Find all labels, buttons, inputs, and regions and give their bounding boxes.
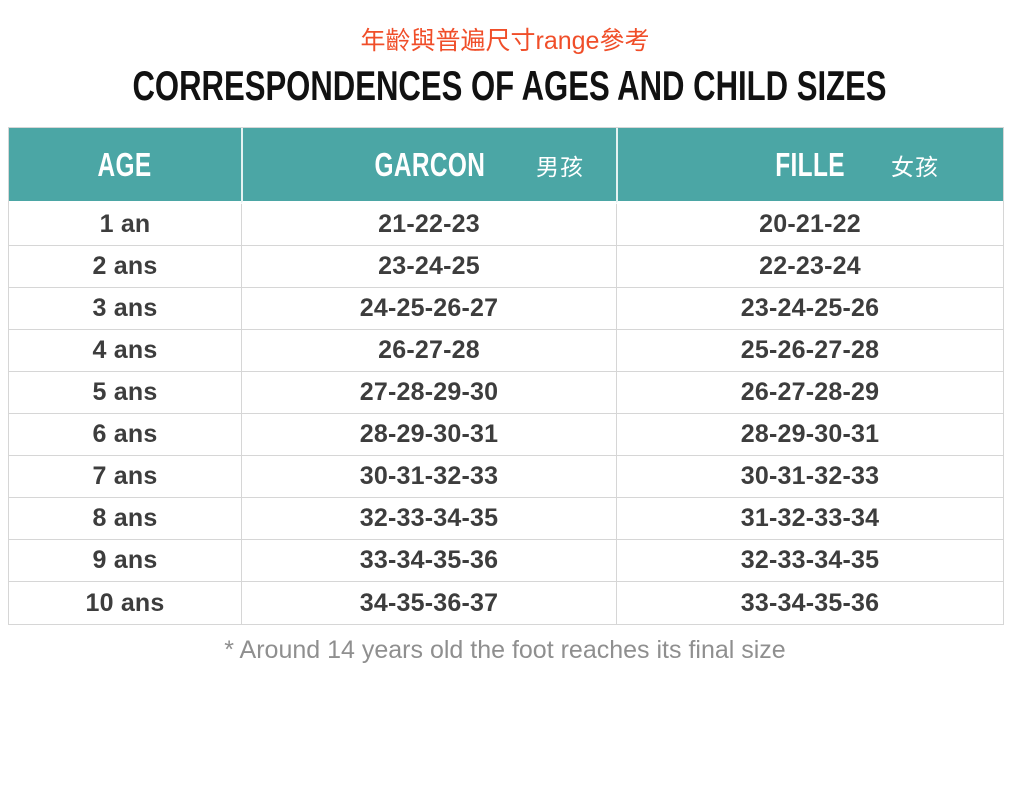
garcon-sizes-cell: 33-34-35-36: [241, 540, 616, 582]
size-guide-page: 年齡與普遍尺寸range參考 CORRESPONDENCES OF AGES A…: [0, 27, 1010, 664]
age-cell: 3 ans: [9, 288, 241, 330]
garcon-sizes-cell: 24-25-26-27: [241, 288, 616, 330]
age-cell: 6 ans: [9, 414, 241, 456]
table-header-row: AGE GARCON 男孩 FILLE 女孩: [9, 128, 1003, 204]
garcon-sizes-cell: 21-22-23: [241, 204, 616, 246]
age-cell: 10 ans: [85, 588, 165, 617]
garcon-sizes-cell: 34-35-36-37: [241, 582, 616, 624]
garcon-sizes-cell: 27-28-29-30: [241, 372, 616, 414]
garcon-sizes-cell: 23-24-25: [241, 246, 616, 288]
fille-sizes-cell: 26-27-28-29: [616, 372, 1003, 414]
table-row: 9 ans 33-34-35-36 32-33-34-35: [9, 540, 1003, 582]
age-cell: 5 ans: [9, 372, 241, 414]
column-header-garcon: GARCON 男孩: [241, 128, 616, 204]
table-row: 5 ans 27-28-29-30 26-27-28-29: [9, 372, 1003, 414]
footnote: * Around 14 years old the foot reaches i…: [224, 636, 786, 664]
page-title-text: CORRESPONDENCES OF AGES AND CHILD SIZES: [132, 62, 887, 109]
fille-sizes-cell: 20-21-22: [616, 204, 1003, 246]
column-header-garcon-label: GARCON: [374, 145, 485, 183]
garcon-sizes-cell: 30-31-32-33: [241, 456, 616, 498]
garcon-sizes-cell: 26-27-28: [241, 330, 616, 372]
table-row: 7 ans 30-31-32-33 30-31-32-33: [9, 456, 1003, 498]
column-header-garcon-cjk-label: 男孩: [536, 153, 584, 180]
fille-sizes-cell: 32-33-34-35: [616, 540, 1003, 582]
table-row: 6 ans 28-29-30-31 28-29-30-31: [9, 414, 1003, 456]
table-row: 8 ans 32-33-34-35 31-32-33-34: [9, 498, 1003, 540]
age-cell: 7 ans: [9, 456, 241, 498]
column-header-fille-cjk-label: 女孩: [891, 153, 939, 180]
fille-sizes-cell: 33-34-35-36: [616, 582, 1003, 624]
fille-sizes-cell: 23-24-25-26: [616, 288, 1003, 330]
fille-sizes-cell: 28-29-30-31: [616, 414, 1003, 456]
fille-sizes-cell: 22-23-24: [616, 246, 1003, 288]
fille-sizes-cell: 31-32-33-34: [616, 498, 1003, 540]
column-header-fille: FILLE 女孩: [616, 128, 1003, 204]
garcon-sizes-cell: 32-33-34-35: [241, 498, 616, 540]
column-header-age-label: AGE: [97, 145, 153, 183]
table-row: 10 ans 34-35-36-37 33-34-35-36: [9, 582, 1003, 624]
table-row: 2 ans 23-24-25 22-23-24: [9, 246, 1003, 288]
column-header-fille-label: FILLE: [775, 145, 846, 183]
page-subtitle-cjk: 年齡與普遍尺寸range參考: [360, 27, 650, 55]
fille-sizes-cell: 25-26-27-28: [616, 330, 1003, 372]
table-row: 1 an 21-22-23 20-21-22: [9, 204, 1003, 246]
age-cell: 1 an: [9, 204, 241, 246]
age-cell: 2 ans: [9, 246, 241, 288]
column-header-age: AGE: [9, 128, 241, 204]
age-cell: 8 ans: [9, 498, 241, 540]
table-row: 4 ans 26-27-28 25-26-27-28: [9, 330, 1003, 372]
age-cell: 9 ans: [9, 540, 241, 582]
table-row: 3 ans 24-25-26-27 23-24-25-26: [9, 288, 1003, 330]
size-chart-table: AGE GARCON 男孩 FILLE 女孩 1 an 21-22-23 20-…: [8, 127, 1004, 625]
page-title: CORRESPONDENCES OF AGES AND CHILD SIZES: [0, 65, 1010, 107]
fille-sizes-cell: 30-31-32-33: [616, 456, 1003, 498]
garcon-sizes-cell: 28-29-30-31: [241, 414, 616, 456]
age-cell: 4 ans: [9, 330, 241, 372]
